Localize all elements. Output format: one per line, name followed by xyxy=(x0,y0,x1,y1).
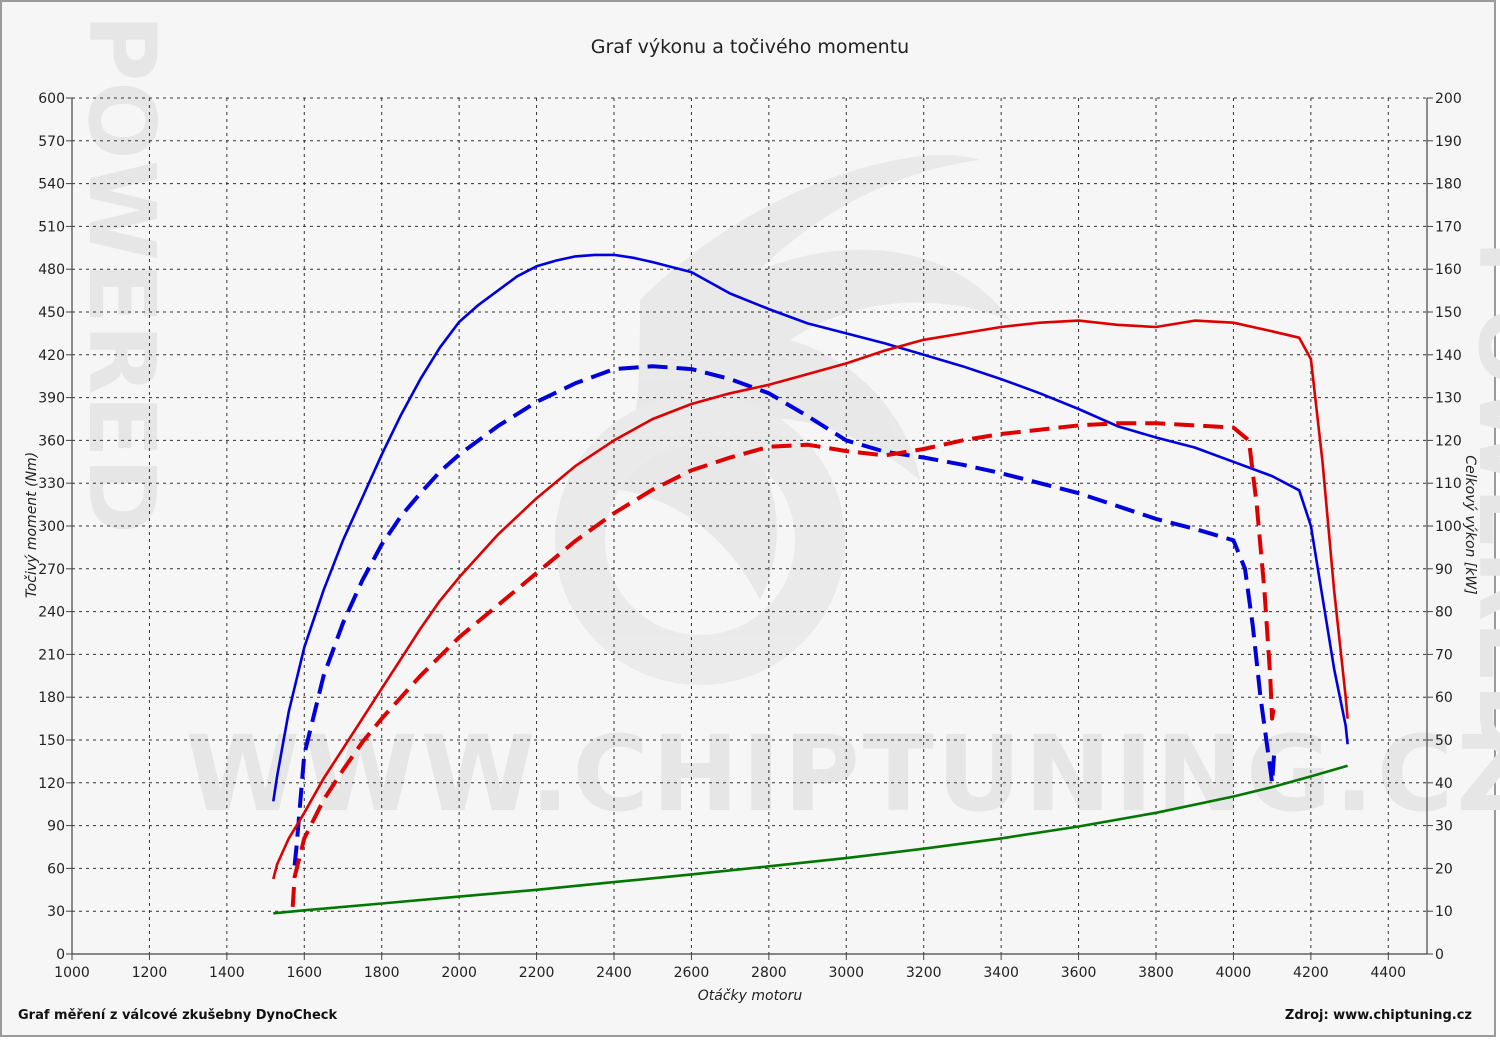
x-tick-label: 1400 xyxy=(209,965,245,981)
y-left-tick-label: 390 xyxy=(38,391,65,407)
y-left-tick-labels: 0 30 60 90 120 150 180 210 240 270 300 330 360 390 420… xyxy=(38,91,65,963)
x-tick-label: 3800 xyxy=(1138,965,1174,981)
y-left-tick-label: 480 xyxy=(38,262,65,278)
x-tick-label: 3600 xyxy=(1061,965,1097,981)
loss-power-line xyxy=(273,764,1348,915)
y-right-axis-label: Celkový výkon [kW] xyxy=(1462,455,1478,594)
y-left-tick-label: 240 xyxy=(38,605,65,621)
y-right-tick-label: 140 xyxy=(1435,348,1462,364)
y-right-tick-labels: 0 10 20 30 40 50 60 70 80 90 100 110 120 130 140 150 160… xyxy=(1435,91,1462,963)
watermark-side-right: POWERED xyxy=(1458,240,1500,760)
y-left-tick-label: 210 xyxy=(38,647,65,663)
x-tick-label: 2200 xyxy=(519,965,555,981)
x-tick-label: 4400 xyxy=(1370,965,1406,981)
axes xyxy=(66,97,1433,960)
y-right-tick-label: 160 xyxy=(1435,262,1462,278)
series-layer xyxy=(272,253,1349,915)
y-right-tick-label: 110 xyxy=(1435,476,1462,492)
y-left-tick-label: 570 xyxy=(38,134,65,150)
y-right-tick-label: 10 xyxy=(1435,904,1453,920)
x-tick-label: 2400 xyxy=(596,965,632,981)
x-tick-label: 1800 xyxy=(364,965,400,981)
y-left-tick-label: 60 xyxy=(47,861,65,877)
y-right-tick-label: 200 xyxy=(1435,91,1462,107)
y-left-axis-label: Točivý moment (Nm) xyxy=(24,452,40,598)
y-right-tick-label: 90 xyxy=(1435,562,1453,578)
y-left-tick-label: 600 xyxy=(38,91,65,107)
y-left-tick-label: 360 xyxy=(38,433,65,449)
watermark-url: WWW.CHIPTUNING.CZ xyxy=(185,713,1500,835)
y-left-tick-label: 120 xyxy=(38,776,65,792)
y-left-tick-label: 450 xyxy=(38,305,65,321)
y-right-tick-label: 190 xyxy=(1435,134,1462,150)
y-left-tick-label: 420 xyxy=(38,348,65,364)
x-tick-label: 2000 xyxy=(441,965,477,981)
y-left-tick-label: 330 xyxy=(38,476,65,492)
y-right-tick-label: 120 xyxy=(1435,433,1462,449)
y-right-tick-label: 80 xyxy=(1435,605,1453,621)
watermark-side-left: POWERED xyxy=(68,14,175,534)
y-right-tick-label: 100 xyxy=(1435,519,1462,535)
watermark-layer: WWW.CHIPTUNING.CZ POWERED POWERED xyxy=(68,14,1500,835)
x-tick-label: 3200 xyxy=(906,965,942,981)
x-tick-labels: 1000 1200 1400 1600 1800 2000 2200 2400 2600 2800… xyxy=(54,965,1406,981)
x-tick-label: 1200 xyxy=(132,965,168,981)
torque-stock-line xyxy=(292,364,1277,866)
x-tick-label: 2600 xyxy=(674,965,710,981)
x-tick-label: 1600 xyxy=(286,965,322,981)
y-left-tick-label: 0 xyxy=(56,947,65,963)
y-right-tick-label: 130 xyxy=(1435,391,1462,407)
y-left-tick-label: 270 xyxy=(38,562,65,578)
footer-source-right: Zdroj: www.chiptuning.cz xyxy=(1285,1008,1472,1023)
x-tick-label: 3000 xyxy=(828,965,864,981)
y-left-tick-label: 150 xyxy=(38,733,65,749)
y-left-tick-label: 30 xyxy=(47,904,65,920)
torque-tuned-line xyxy=(272,253,1349,802)
power-stock-line xyxy=(290,421,1277,908)
x-axis-label: Otáčky motoru xyxy=(698,988,803,1004)
power-tuned-line xyxy=(272,319,1349,880)
y-right-tick-label: 50 xyxy=(1435,733,1453,749)
y-right-tick-label: 60 xyxy=(1435,690,1453,706)
y-right-tick-label: 70 xyxy=(1435,647,1453,663)
y-right-tick-label: 180 xyxy=(1435,177,1462,193)
y-right-tick-label: 40 xyxy=(1435,776,1453,792)
y-left-tick-label: 540 xyxy=(38,177,65,193)
x-tick-label: 2800 xyxy=(751,965,787,981)
y-left-tick-label: 300 xyxy=(38,519,65,535)
x-tick-label: 4000 xyxy=(1216,965,1252,981)
y-right-tick-label: 150 xyxy=(1435,305,1462,321)
footer-source-left: Graf měření z válcové zkušebny DynoCheck xyxy=(18,1008,337,1023)
y-right-tick-label: 0 xyxy=(1435,947,1444,963)
y-right-tick-label: 30 xyxy=(1435,819,1453,835)
x-tick-label: 3400 xyxy=(983,965,1019,981)
y-right-tick-label: 20 xyxy=(1435,861,1453,877)
y-left-tick-label: 90 xyxy=(47,819,65,835)
x-tick-label: 1000 xyxy=(54,965,90,981)
y-right-tick-label: 170 xyxy=(1435,219,1462,235)
y-left-tick-label: 180 xyxy=(38,690,65,706)
x-tick-label: 4200 xyxy=(1293,965,1329,981)
chart-title: Graf výkonu a točivého momentu xyxy=(591,36,909,58)
y-left-tick-label: 510 xyxy=(38,219,65,235)
